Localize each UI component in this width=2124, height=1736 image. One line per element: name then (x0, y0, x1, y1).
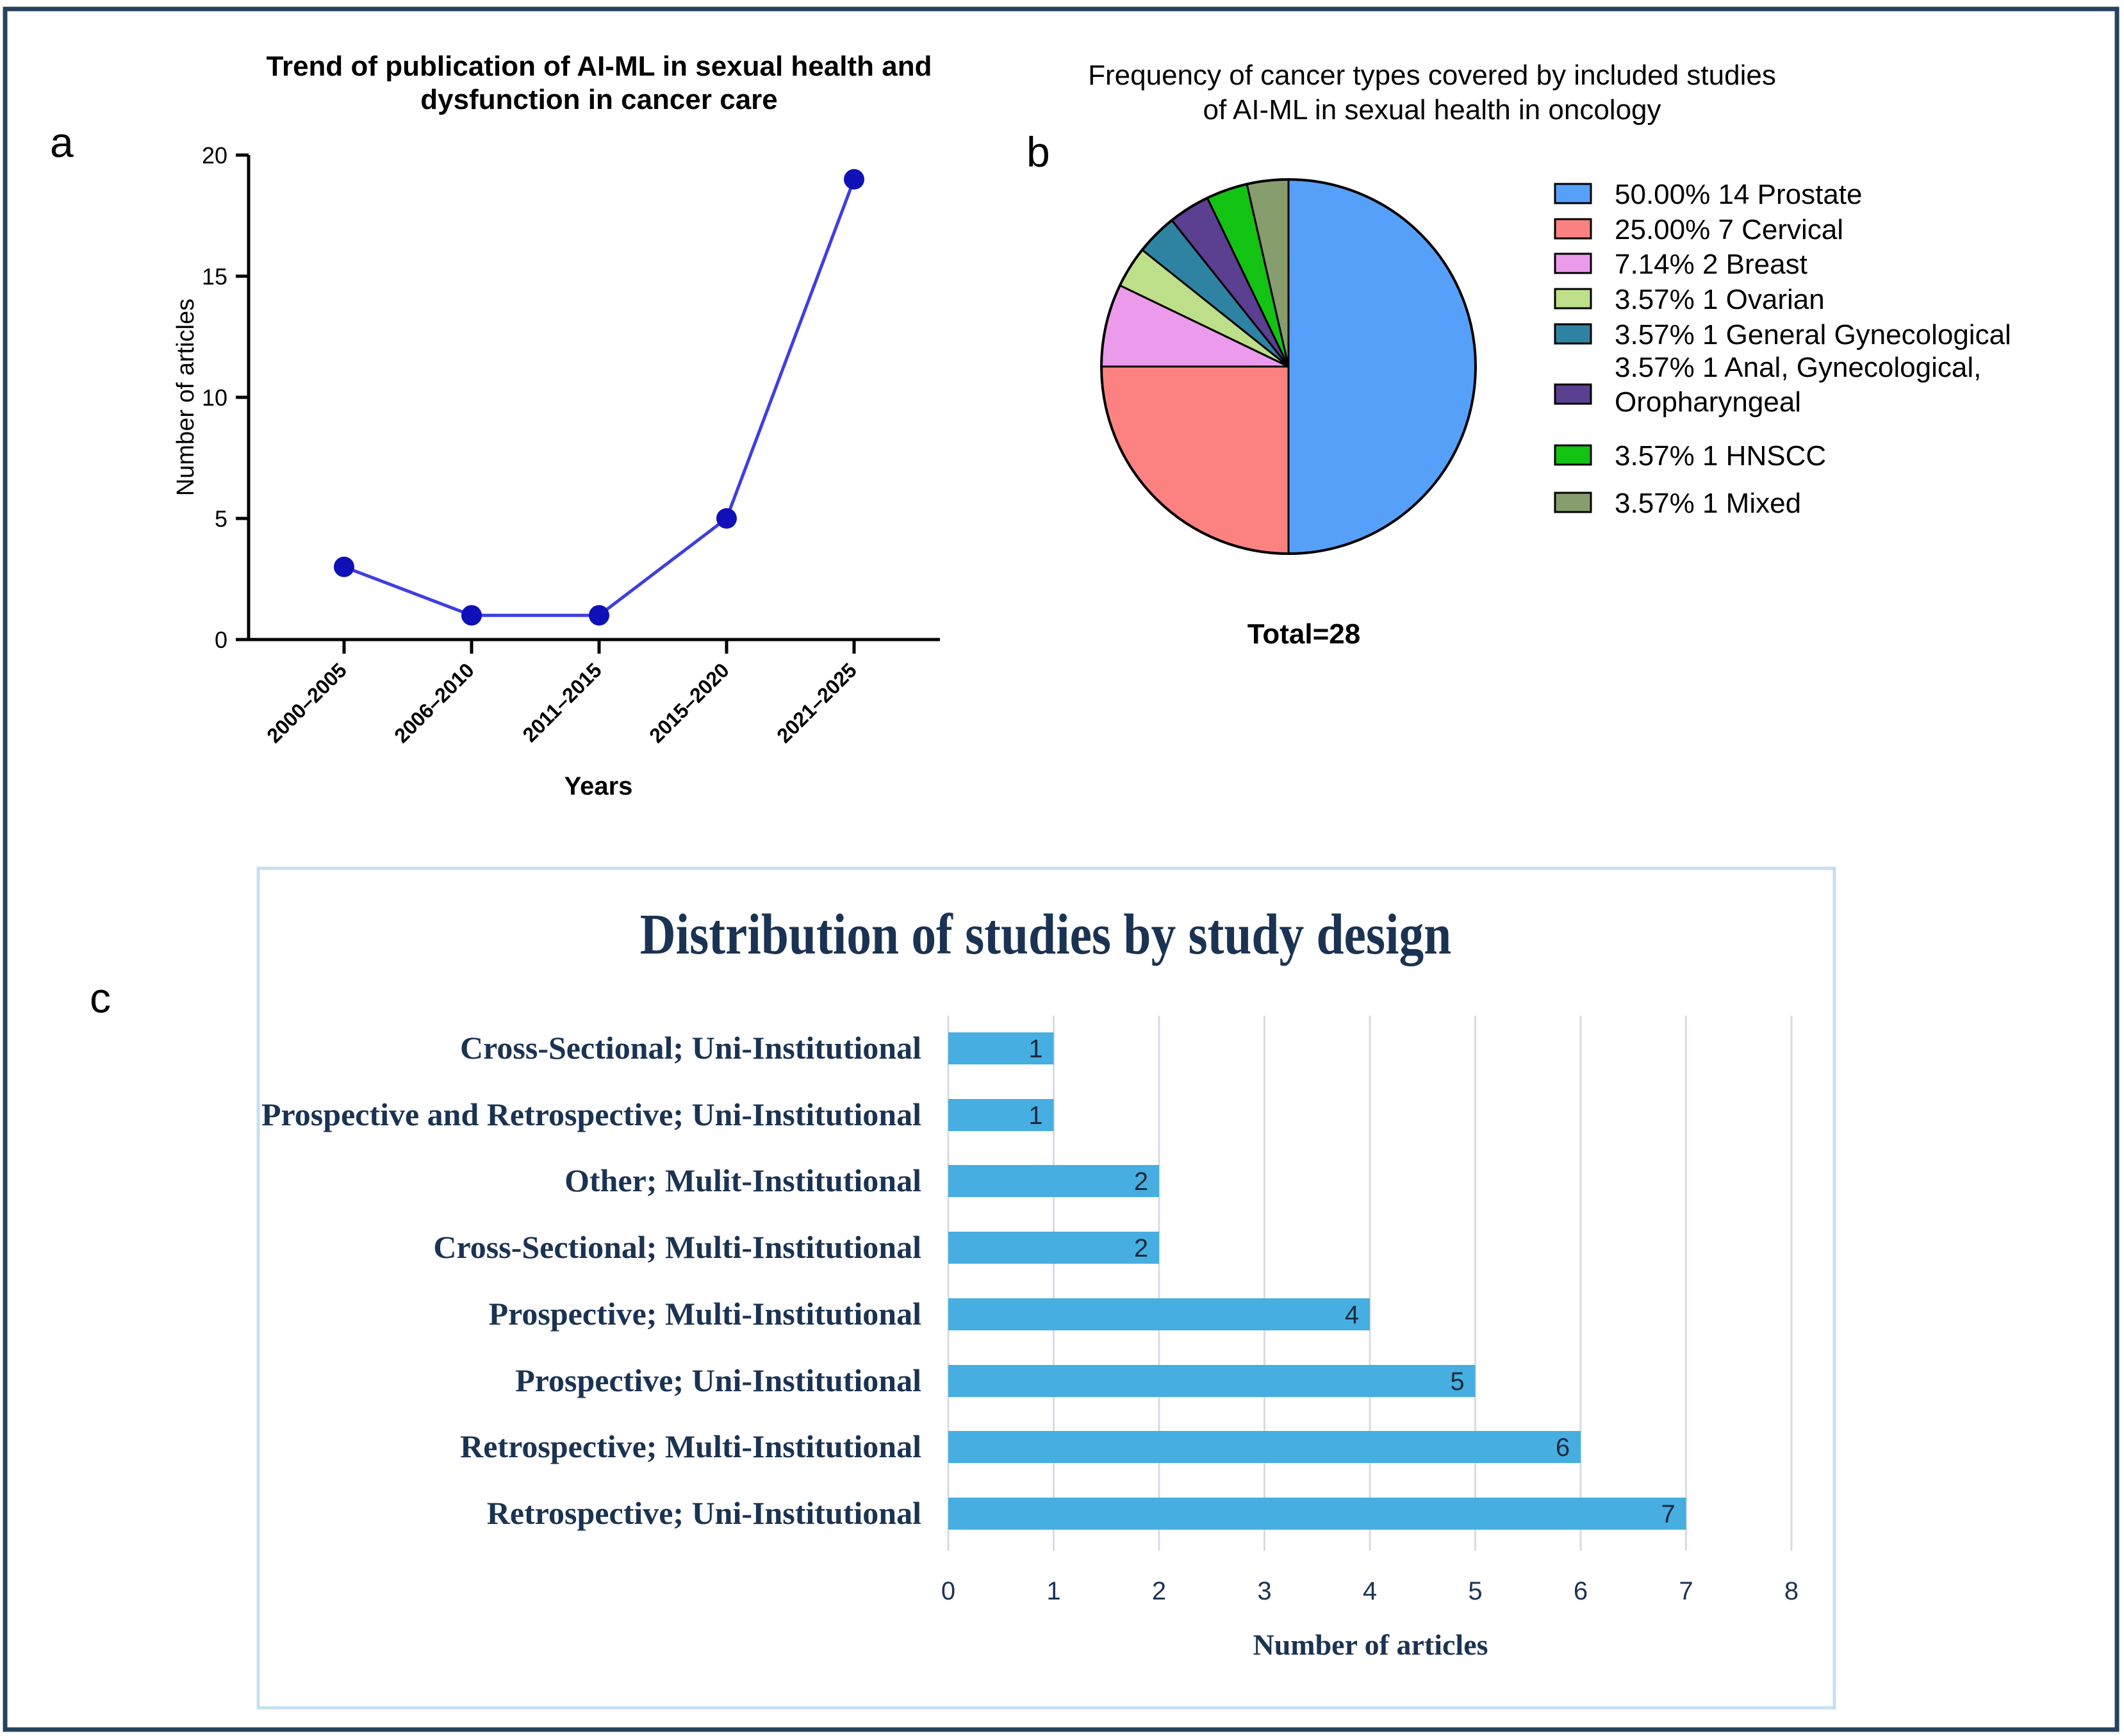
pie-chart: Frequency of cancer types covered by inc… (1088, 60, 2011, 650)
pie-legend-entry: 3.57% 1 General Gynecological (1554, 319, 2011, 351)
bar (948, 1431, 1581, 1463)
bar-category-label: Retrospective; Uni-Institutional (487, 1495, 921, 1531)
pie-legend-entry: 3.57% 1 HNSCC (1554, 440, 1826, 472)
panel-label-b: b (1026, 128, 1050, 176)
panel-label-a: a (50, 119, 74, 166)
bar (948, 1232, 1159, 1264)
pie-legend-label: 3.57% 1 Anal, Gynecological, (1615, 352, 1981, 383)
bar-category-label: Prospective and Retrospective; Uni-Insti… (261, 1096, 921, 1132)
line-chart-data-point (461, 605, 482, 626)
bar-chart-x-axis-label: Number of articles (1253, 1628, 1488, 1661)
bar-chart: Distribution of studies by study design … (261, 903, 1799, 1661)
pie-chart-title-line-2: of AI-ML in sexual health in oncology (1203, 94, 1661, 126)
pie-legend-label: 3.57% 1 HNSCC (1615, 440, 1826, 472)
line-chart-y-tick-label: 15 (202, 263, 227, 290)
bar-data-label: 2 (1134, 1168, 1148, 1196)
bar-chart-x-tick-label: 7 (1679, 1577, 1693, 1605)
bar-data-label: 4 (1345, 1301, 1359, 1329)
bar-data-label: 7 (1661, 1500, 1675, 1528)
pie-legend-label: 3.57% 1 General Gynecological (1615, 319, 2011, 351)
pie-total-label: Total=28 (1247, 618, 1360, 650)
pie-legend-swatch (1554, 183, 1592, 204)
bar-data-label: 1 (1028, 1035, 1042, 1063)
pie-legend-entry: 3.57% 1 Ovarian (1554, 284, 1825, 315)
pie-legend-entry: 50.00% 14 Prostate (1554, 179, 1862, 210)
pie-legend-entry: 7.14% 2 Breast (1554, 249, 1807, 280)
bar-chart-x-tick-label: 4 (1363, 1577, 1377, 1605)
bar-data-label: 5 (1450, 1368, 1464, 1396)
bar (948, 1298, 1370, 1330)
line-chart-data-point (716, 508, 737, 529)
bar-chart-x-tick-label: 6 (1574, 1577, 1588, 1605)
bar (948, 1165, 1159, 1197)
bar (948, 1032, 1054, 1064)
bar-category-label: Other; Mulit-Institutional (564, 1162, 921, 1198)
bar-chart-x-tick-label: 5 (1468, 1577, 1482, 1605)
line-chart-x-axis-label: Years (564, 772, 633, 800)
bar-chart-title: Distribution of studies by study design (640, 903, 1451, 967)
pie-legend-entry: 3.57% 1 Mixed (1554, 488, 1801, 519)
line-chart-y-tick-label: 5 (215, 506, 227, 532)
bar-chart-frame (256, 866, 1836, 1710)
line-chart-title-line-2: dysfunction in cancer care (420, 84, 778, 115)
bar-category-label: Cross-Sectional; Uni-Institutional (460, 1030, 921, 1066)
pie-legend-swatch (1554, 444, 1592, 466)
bar (948, 1099, 1054, 1131)
bar-chart-x-tick-label: 2 (1152, 1577, 1166, 1605)
panel-label-c: c (90, 974, 111, 1021)
line-chart-y-axis-label: Number of articles (172, 299, 199, 496)
line-chart-y-tick-label: 20 (202, 142, 227, 169)
bar-chart-x-tick-label: 1 (1046, 1577, 1060, 1605)
pie-legend-swatch (1554, 218, 1592, 240)
bar-data-label: 2 (1134, 1234, 1148, 1262)
bar-data-label: 6 (1556, 1434, 1570, 1462)
pie-legend-swatch (1554, 492, 1592, 513)
pie-legend-entry: 3.57% 1 Anal, Gynecological,Oropharyngea… (1554, 352, 1981, 418)
pie-legend-swatch (1554, 288, 1592, 310)
pie-legend-swatch (1554, 323, 1592, 345)
pie-legend-entry: 25.00% 7 Cervical (1554, 214, 1843, 245)
pie-legend-label: 7.14% 2 Breast (1615, 249, 1807, 280)
pie-chart-title-line-1: Frequency of cancer types covered by inc… (1088, 60, 1776, 91)
pie-legend-label-continued: Oropharyngeal (1615, 386, 1801, 418)
pie-legend-label: 3.57% 1 Mixed (1615, 488, 1801, 519)
bar-chart-x-tick-label: 8 (1784, 1577, 1799, 1605)
line-chart-data-point (844, 169, 864, 190)
line-chart-data-point (334, 556, 354, 577)
pie-outline (1100, 178, 1477, 555)
pie-legend-label: 50.00% 14 Prostate (1615, 179, 1862, 210)
bar-chart-x-tick-label: 3 (1257, 1577, 1271, 1605)
pie-legend-swatch (1554, 383, 1592, 405)
bar (948, 1498, 1686, 1530)
bar-category-label: Cross-Sectional; Multi-Institutional (433, 1229, 921, 1265)
bar-category-label: Prospective; Multi-Institutional (489, 1296, 922, 1332)
line-chart-y-tick-label: 0 (215, 627, 227, 653)
pie-legend-swatch (1554, 252, 1592, 274)
bar (948, 1365, 1476, 1397)
bar-category-label: Retrospective; Multi-Institutional (460, 1428, 921, 1464)
bar-category-label: Prospective; Uni-Institutional (515, 1362, 921, 1398)
pie-legend-label: 25.00% 7 Cervical (1615, 214, 1843, 245)
bar-chart-x-tick-label: 0 (941, 1577, 955, 1605)
bar-data-label: 1 (1028, 1102, 1042, 1130)
pie-legend-label: 3.57% 1 Ovarian (1615, 284, 1825, 315)
line-chart-data-point (589, 605, 609, 626)
line-chart-y-tick-label: 10 (202, 384, 227, 411)
line-chart-title-line-1: Trend of publication of AI-ML in sexual … (267, 51, 932, 82)
